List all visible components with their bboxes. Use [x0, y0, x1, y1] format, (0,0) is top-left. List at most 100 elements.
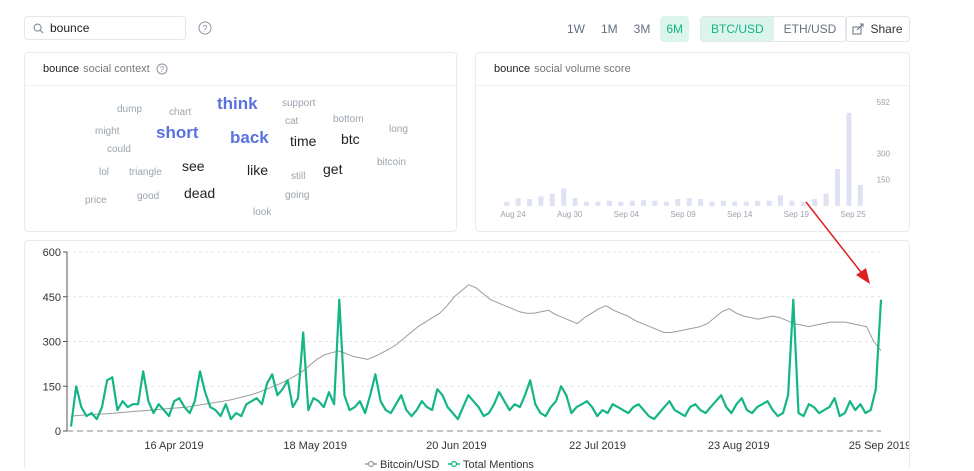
legend-marker: [367, 460, 375, 468]
word-cloud-item[interactable]: chart: [169, 107, 192, 118]
word-cloud-item[interactable]: look: [253, 207, 272, 218]
top-bar: ? 1W 1M 3M 6M BTC/USD ETH/USD Share: [24, 16, 910, 42]
volume-bar[interactable]: [663, 201, 669, 206]
word-cloud-item[interactable]: back: [230, 128, 269, 147]
volume-bar[interactable]: [846, 112, 852, 206]
help-icon[interactable]: ?: [198, 21, 212, 35]
volume-x-tick: Sep 14: [727, 210, 753, 219]
word-cloud-item[interactable]: think: [217, 94, 258, 113]
share-button[interactable]: Share: [845, 16, 910, 42]
pair-btc-usd[interactable]: BTC/USD: [701, 17, 774, 41]
bitcoin-usd-line[interactable]: [70, 284, 882, 417]
search-box[interactable]: [24, 16, 186, 40]
volume-bar[interactable]: [778, 195, 783, 207]
word-cloud-item[interactable]: see: [182, 158, 205, 174]
x-tick-label: 22 Jul 2019: [569, 440, 626, 452]
volume-bar[interactable]: [561, 188, 567, 206]
volume-x-tick: Aug 24: [500, 210, 526, 219]
volume-bar[interactable]: [755, 200, 761, 206]
svg-text:?: ?: [202, 24, 207, 34]
total-mentions-line[interactable]: [69, 298, 883, 427]
volume-bar[interactable]: [823, 193, 829, 206]
volume-bar[interactable]: [538, 196, 544, 206]
social-volume-chart: 150 300 592 Aug 24 Aug 30 Sep 04 Sep 09 Sep 14 S…: [500, 98, 891, 219]
volume-bar[interactable]: [812, 199, 818, 206]
context-keyword: bounce: [43, 63, 80, 75]
word-cloud-item[interactable]: like: [247, 162, 269, 178]
word-cloud-item[interactable]: btc: [341, 131, 360, 147]
word-cloud-item[interactable]: price: [85, 195, 107, 206]
volume-bar[interactable]: [857, 184, 863, 206]
volume-bar[interactable]: [572, 198, 578, 206]
word-cloud-item[interactable]: bottom: [333, 114, 364, 125]
legend-label[interactable]: Total Mentions: [463, 459, 534, 471]
volume-x-tick: Sep 09: [670, 210, 696, 219]
volume-y-tick: 150: [877, 176, 891, 185]
volume-x-tick: Aug 30: [557, 210, 583, 219]
word-cloud-item[interactable]: going: [285, 190, 310, 201]
word-cloud-item[interactable]: might: [95, 126, 120, 137]
word-cloud-item[interactable]: could: [107, 144, 131, 155]
volume-bar[interactable]: [835, 169, 840, 206]
social-context-header: bounce social context ?: [25, 53, 456, 86]
volume-bar[interactable]: [618, 201, 624, 206]
word-cloud-item[interactable]: support: [282, 98, 316, 109]
word-cloud-item[interactable]: long: [389, 124, 408, 135]
volume-bar[interactable]: [641, 199, 647, 206]
volume-bar[interactable]: [515, 198, 521, 206]
x-tick-label: 16 Apr 2019: [144, 440, 203, 452]
social-volume-panel: bounce social volume score 150 300 592 Aug …: [475, 52, 910, 232]
range-tab-6m[interactable]: 6M: [660, 16, 690, 42]
volume-bar[interactable]: [504, 201, 510, 206]
volume-bar[interactable]: [595, 201, 601, 206]
volume-bar[interactable]: [527, 199, 532, 206]
range-tab-1w[interactable]: 1W: [567, 22, 585, 36]
word-cloud-item[interactable]: lol: [99, 167, 110, 178]
volume-bar[interactable]: [732, 201, 738, 206]
volume-bar[interactable]: [698, 199, 704, 206]
time-range-tabs: 1W 1M 3M 6M: [561, 16, 690, 42]
word-cloud-item[interactable]: get: [323, 161, 343, 177]
x-tick-label: 25 Sep 2019: [849, 440, 909, 452]
volume-bar[interactable]: [606, 200, 612, 206]
word-cloud-item[interactable]: dead: [184, 185, 216, 201]
pair-toggle: BTC/USD ETH/USD: [700, 16, 848, 42]
word-cloud-item[interactable]: bitcoin: [377, 157, 406, 168]
word-cloud-item[interactable]: triangle: [129, 167, 162, 178]
info-icon[interactable]: ?: [156, 63, 168, 75]
volume-bar[interactable]: [789, 200, 795, 206]
volume-bar[interactable]: [800, 201, 806, 206]
volume-bar[interactable]: [629, 200, 635, 206]
word-cloud-item[interactable]: good: [137, 191, 160, 202]
x-tick-label: 20 Jun 2019: [426, 440, 487, 452]
volume-bar[interactable]: [549, 193, 555, 206]
word-cloud-item[interactable]: cat: [285, 116, 299, 127]
volume-bar[interactable]: [743, 201, 749, 206]
y-tick-label: 450: [43, 292, 61, 304]
volume-bar[interactable]: [652, 200, 658, 206]
search-icon: [33, 23, 44, 34]
context-title: social context: [83, 63, 150, 75]
word-cloud-item[interactable]: dump: [117, 104, 143, 115]
range-tab-1m[interactable]: 1M: [601, 22, 618, 36]
range-tab-3m[interactable]: 3M: [633, 22, 651, 36]
word-cloud-item[interactable]: still: [291, 171, 306, 182]
word-cloud-item[interactable]: short: [156, 123, 199, 142]
volume-bar[interactable]: [675, 199, 681, 206]
x-tick-label: 23 Aug 2019: [708, 440, 770, 452]
volume-bar[interactable]: [709, 201, 715, 206]
volume-bar[interactable]: [766, 200, 772, 206]
y-tick-label: 300: [43, 337, 61, 349]
y-tick-label: 0: [55, 426, 61, 438]
social-context-panel: bounce social context ? dump chart think su…: [24, 52, 457, 232]
word-cloud-item[interactable]: time: [290, 133, 317, 149]
volume-bar[interactable]: [720, 200, 726, 206]
volume-x-tick: Sep 04: [614, 210, 640, 219]
search-input[interactable]: [50, 21, 170, 35]
legend-marker: [450, 460, 458, 468]
pair-eth-usd[interactable]: ETH/USD: [783, 22, 837, 36]
volume-y-tick: 300: [877, 149, 891, 158]
volume-bar[interactable]: [584, 201, 589, 206]
legend-label[interactable]: Bitcoin/USD: [380, 459, 439, 471]
volume-bar[interactable]: [686, 198, 692, 206]
